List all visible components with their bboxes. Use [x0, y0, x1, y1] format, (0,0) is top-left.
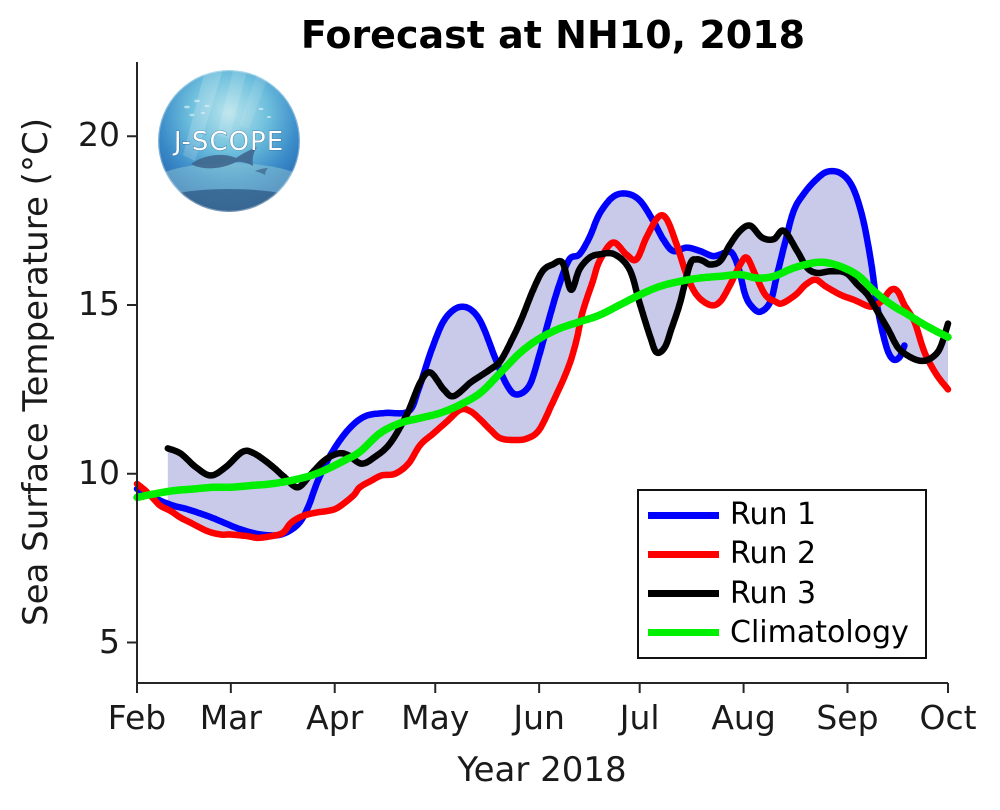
- legend-line-swatch: [648, 629, 719, 637]
- x-tick-label-oct: Oct: [919, 698, 977, 737]
- jscope-logo: J-SCOPE: [157, 69, 301, 213]
- x-tick-label-sep: Sep: [816, 698, 879, 737]
- logo-circle: [158, 70, 300, 212]
- page-title: Forecast at NH10, 2018: [300, 13, 806, 57]
- series-line-run-2: [133, 211, 952, 542]
- x-axis-label: Year 2018: [457, 750, 627, 790]
- legend-line-swatch: [648, 590, 719, 598]
- logo-text: J-SCOPE: [172, 127, 284, 157]
- legend-label: Run 1: [730, 497, 817, 533]
- y-tick-label-15: 15: [78, 284, 120, 323]
- fish-school-icon: [184, 99, 272, 118]
- legend-line-swatch: [648, 550, 719, 558]
- fish-icon: [191, 147, 257, 169]
- legend: Run 1 Run 2 Run 3 Climatology: [637, 489, 927, 659]
- legend-label: Run 2: [730, 536, 817, 572]
- x-tick-label-feb: Feb: [107, 698, 167, 737]
- legend-entry-run-3: Run 3: [639, 575, 925, 611]
- y-axis-label: Sea Surface Temperature (°C): [16, 118, 56, 626]
- legend-label: Run 3: [730, 575, 817, 611]
- legend-line-swatch: [648, 511, 719, 519]
- legend-entry-run-2: Run 2: [639, 539, 925, 569]
- x-tick-label-may: May: [401, 698, 470, 737]
- series-line-run-3: [164, 222, 952, 491]
- legend-entry-climatology: Climatology: [639, 614, 925, 650]
- x-tick-label-aug: Aug: [711, 698, 776, 737]
- axes-layer: [127, 62, 949, 693]
- x-tick-label-apr: Apr: [306, 698, 364, 737]
- legend-entry-run-1: Run 1: [639, 500, 925, 530]
- line-series-layer: [133, 167, 952, 542]
- series-line-climatology: [133, 258, 952, 502]
- y-tick-label-10: 10: [78, 452, 120, 492]
- x-tick-label-jul: Jul: [619, 698, 660, 737]
- x-tick-label-mar: Mar: [199, 698, 262, 737]
- y-tick-label-20: 20: [78, 115, 120, 155]
- x-tick-label-jun: Jun: [513, 698, 565, 737]
- y-tick-label-5: 5: [99, 621, 120, 661]
- legend-label: Climatology: [730, 614, 909, 650]
